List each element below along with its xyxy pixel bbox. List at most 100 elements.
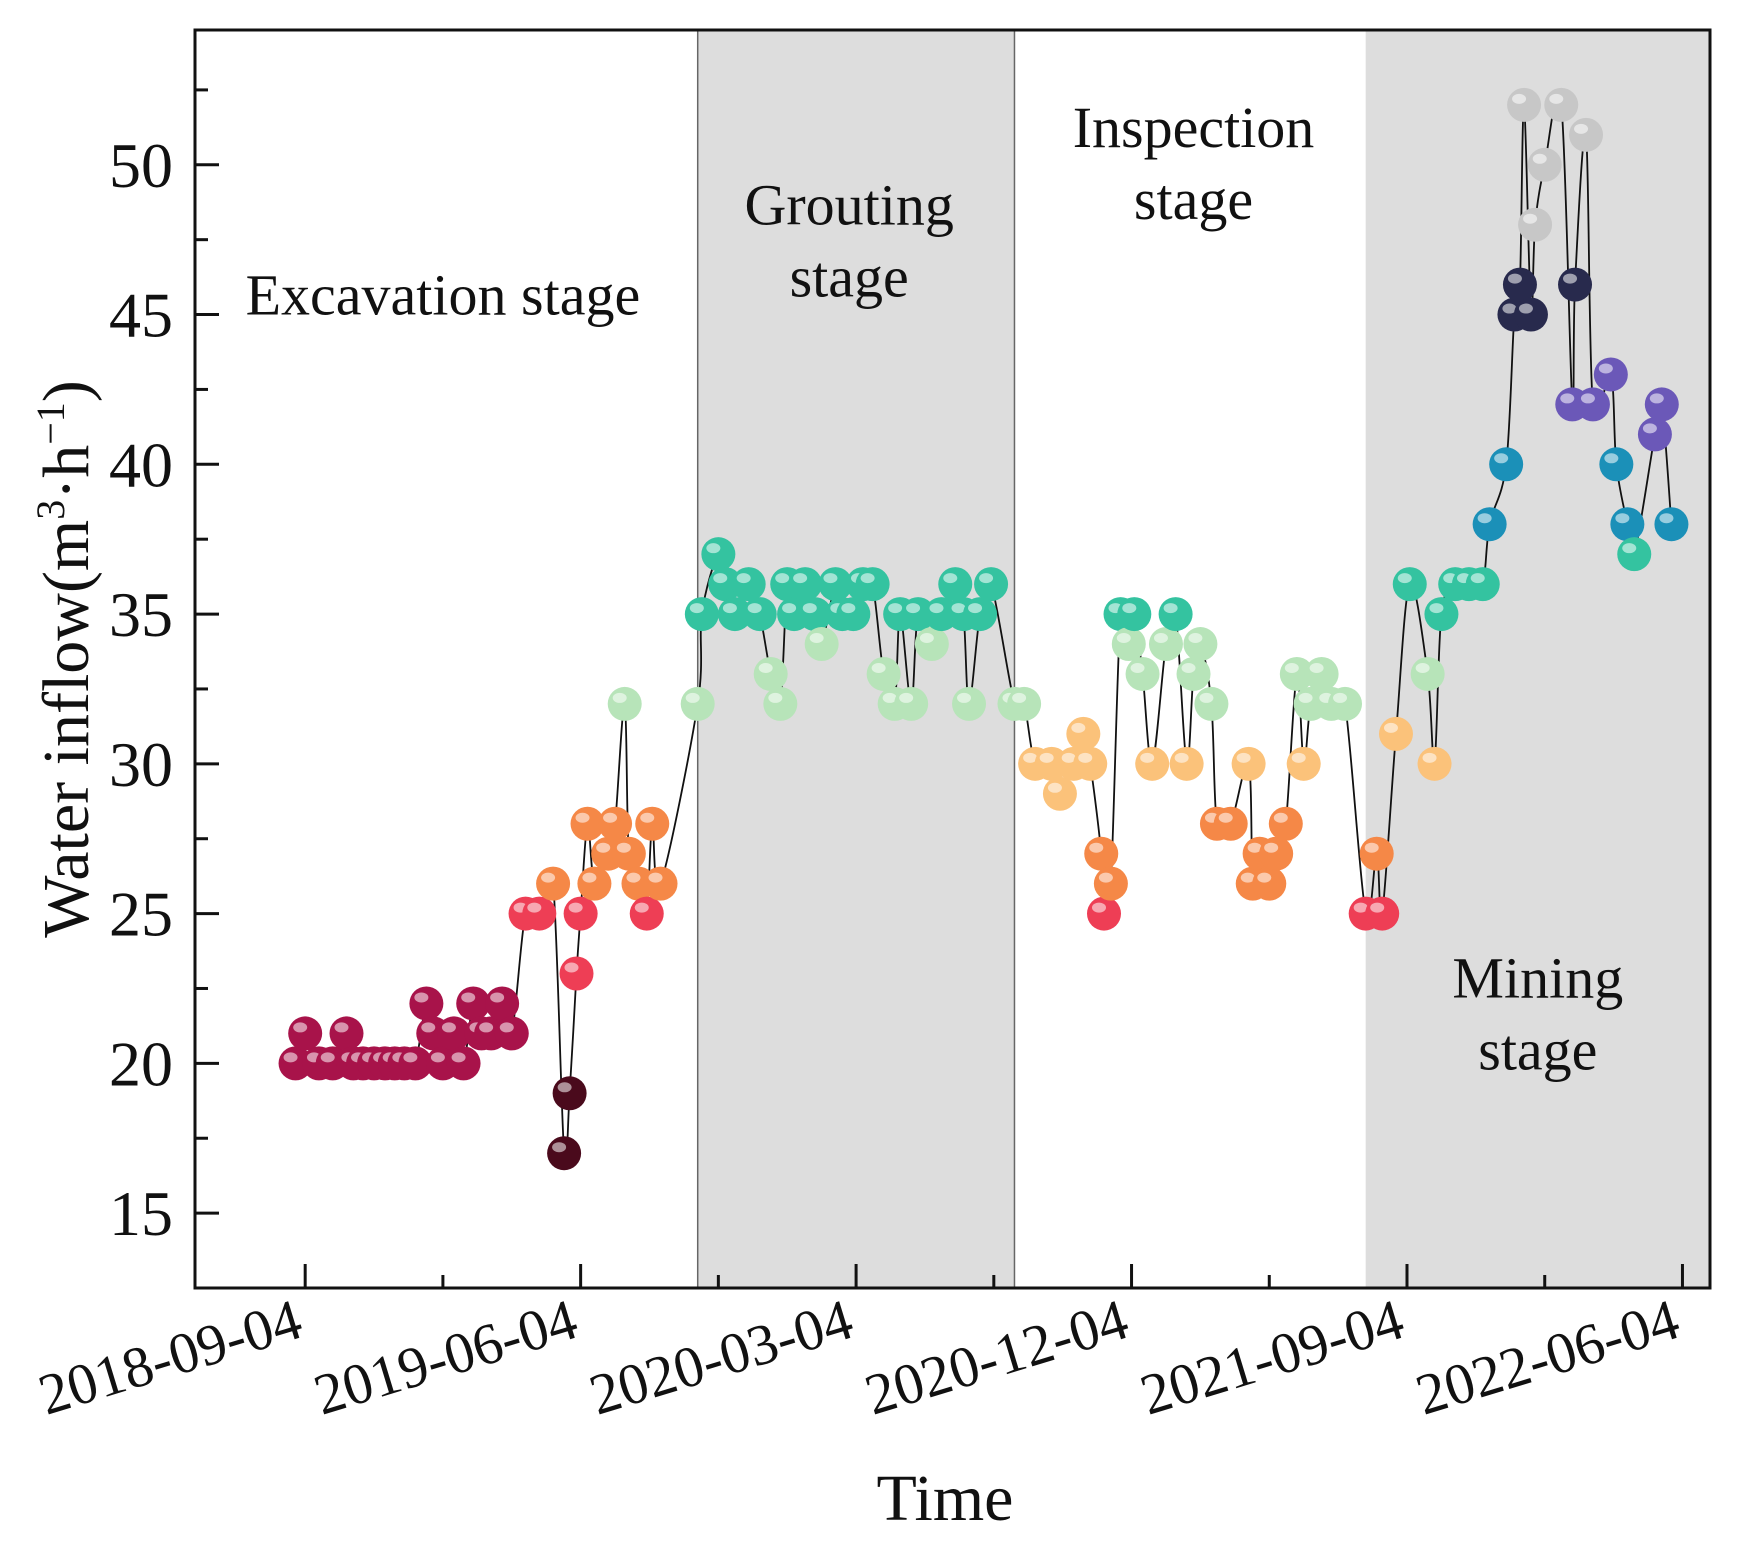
data-point (1125, 656, 1160, 691)
data-point-body (1513, 297, 1548, 332)
data-point-body (680, 686, 715, 721)
data-point (894, 686, 929, 721)
data-point (1183, 627, 1218, 662)
data-point-body (577, 866, 612, 901)
data-point-highlight (685, 692, 700, 703)
y-axis-title-sup1: 3 (28, 500, 73, 520)
data-point-body (1087, 896, 1121, 931)
data-point-body (1575, 387, 1610, 422)
data-point-body (1599, 447, 1634, 482)
data-point (1513, 297, 1548, 332)
x-tick-label: 2019-06-04 (307, 1286, 585, 1427)
data-point-body (1158, 597, 1193, 632)
data-point (629, 896, 664, 931)
data-point-body (914, 627, 949, 662)
data-point-body (974, 567, 1009, 602)
data-point (1259, 836, 1294, 871)
data-point (684, 597, 719, 632)
data-point (1575, 387, 1610, 422)
data-point (278, 1046, 313, 1081)
x-tick-label: 2021-09-04 (1133, 1286, 1411, 1427)
data-point-highlight (782, 603, 797, 614)
data-point-highlight (403, 1052, 418, 1063)
y-axis-title: Water inflow(m3·h−1) (28, 380, 103, 938)
data-point-highlight (1199, 692, 1214, 703)
data-point-highlight (1122, 603, 1137, 614)
data-point-body (731, 567, 766, 602)
data-point (1392, 567, 1427, 602)
data-point (1042, 776, 1077, 811)
data-point (1365, 896, 1400, 931)
data-point-highlight (451, 1052, 466, 1063)
data-point-body (1392, 567, 1427, 602)
data-point-highlight (736, 573, 751, 584)
data-point-highlight (603, 812, 618, 823)
data-point-highlight (1181, 662, 1196, 673)
data-point (1593, 357, 1628, 392)
data-point-highlight (1218, 812, 1233, 823)
data-point-highlight (612, 692, 627, 703)
data-point-highlight (1364, 842, 1379, 853)
data-point (963, 597, 998, 632)
data-point-highlight (1012, 692, 1027, 703)
data-point-highlight (1071, 722, 1086, 733)
data-point-body (684, 597, 719, 632)
data-point-body (1084, 836, 1119, 871)
data-point-body (701, 537, 736, 572)
data-point-highlight (1236, 752, 1251, 763)
data-point (1286, 746, 1321, 781)
data-point-body (1093, 866, 1128, 901)
data-point-body (456, 986, 491, 1021)
data-point (1518, 207, 1553, 242)
y-tick-label: 25 (109, 879, 173, 950)
data-point-highlight (1353, 902, 1368, 913)
data-point-highlight (479, 1022, 494, 1033)
data-point-highlight (1507, 273, 1522, 284)
data-point-body (894, 686, 929, 721)
data-point (1066, 716, 1101, 751)
data-point-highlight (596, 842, 611, 853)
data-point-body (1644, 387, 1679, 422)
data-point (974, 567, 1009, 602)
data-point-body (1593, 357, 1628, 392)
data-point-body (552, 1076, 587, 1111)
data-point (818, 567, 853, 602)
data-point (611, 836, 646, 871)
data-point (329, 1016, 364, 1051)
data-point-highlight (421, 1022, 436, 1033)
data-point-highlight (648, 872, 663, 883)
data-point-body (963, 597, 998, 632)
data-point (559, 956, 594, 991)
data-point-highlight (1247, 842, 1262, 853)
data-point-highlight (283, 1052, 298, 1063)
data-point (409, 986, 444, 1021)
data-point-highlight (888, 603, 903, 614)
data-point-highlight (706, 543, 721, 554)
data-point-highlight (1604, 453, 1619, 464)
data-point-highlight (768, 692, 783, 703)
data-point (1007, 686, 1042, 721)
data-point-body (1417, 746, 1452, 781)
data-point (1194, 686, 1229, 721)
data-point-highlight (951, 603, 966, 614)
data-point-highlight (1512, 93, 1527, 104)
data-point (563, 896, 598, 931)
y-tick-label: 15 (109, 1178, 173, 1249)
data-point-body (485, 986, 520, 1021)
data-point-highlight (334, 1022, 349, 1033)
data-point (914, 627, 949, 662)
data-point-highlight (616, 842, 631, 853)
data-point-highlight (557, 1082, 572, 1093)
data-point-body (952, 686, 987, 721)
data-point-highlight (640, 812, 655, 823)
data-point (570, 806, 605, 841)
data-point-body (938, 567, 973, 602)
data-point-highlight (1574, 123, 1589, 134)
data-point-body (1231, 746, 1266, 781)
data-point-body (1328, 686, 1363, 721)
y-tick-label: 35 (109, 579, 173, 650)
data-point-body (288, 1016, 323, 1051)
data-point-body (1111, 627, 1146, 662)
stage-label-line: Excavation stage (246, 263, 641, 328)
stage-label-0: Excavation stage (246, 263, 641, 328)
